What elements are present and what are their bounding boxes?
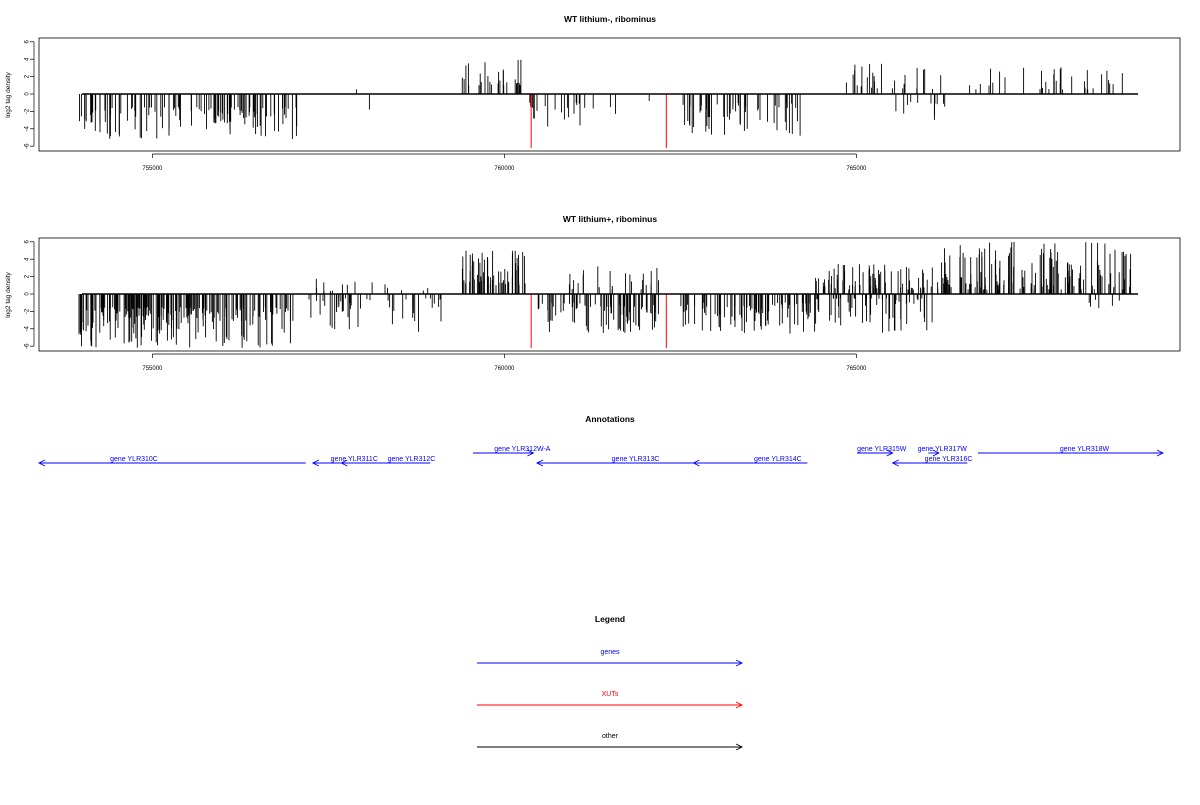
annotations-title: Annotations — [585, 414, 635, 424]
legend-label: other — [602, 733, 619, 740]
y-tick-label: 6 — [25, 239, 31, 243]
plot-frame — [38, 237, 1181, 352]
panel-title: WT lithium+, ribominus — [563, 214, 657, 224]
legend-label: XUTs — [602, 691, 619, 698]
y-tick-label: 6 — [25, 39, 31, 43]
legend-arrowhead — [735, 701, 744, 709]
x-tick-label: 765000 — [846, 366, 867, 372]
gene-arrowhead — [37, 459, 46, 467]
y-tick-label: 0 — [25, 92, 31, 96]
y-tick-label: 2 — [25, 274, 31, 278]
y-tick-label: 4 — [25, 257, 31, 261]
gene-label: gene YLR312C — [388, 456, 436, 463]
legend-items: genes XUTs other — [477, 649, 744, 751]
coverage-bars — [79, 59, 1138, 148]
gene-arrowhead — [311, 459, 320, 467]
gene-arrowhead — [891, 459, 899, 467]
legend-title: Legend — [595, 614, 625, 624]
axes: -6 -4 -2 0 2 4 6 755000 760000 765000 — [25, 39, 867, 172]
x-tick-label: 755000 — [142, 366, 163, 372]
gene-tracks: gene YLR310C gene YLR311C gene YLR312C gene… — [37, 446, 1165, 467]
y-tick-label: -4 — [25, 125, 31, 131]
y-tick-label: -2 — [25, 308, 31, 314]
gene-label: gene YLR318W — [1060, 446, 1110, 453]
gene-arrowhead — [535, 459, 544, 467]
panel-lithium-plus: WT lithium+, ribominus log2 tag density … — [5, 214, 1181, 372]
legend-label: genes — [600, 649, 620, 656]
y-axis-label: log2 tag density — [5, 71, 12, 117]
coverage-bars — [78, 241, 1138, 348]
gene-arrowhead — [1156, 449, 1165, 457]
annotations-panel: Annotations gene YLR310C gene YLR311C gene… — [37, 414, 1165, 467]
gene-arrowhead — [527, 449, 535, 457]
gene-label: gene YLR311C — [331, 456, 378, 463]
y-tick-label: -4 — [25, 325, 31, 331]
y-tick-label: 4 — [25, 57, 31, 61]
gene-label: gene YLR315W — [857, 446, 907, 453]
panel-title: WT lithium-, ribominus — [564, 14, 656, 24]
y-tick-label: 0 — [25, 292, 31, 296]
y-tick-label: -2 — [25, 108, 31, 114]
y-axis-label: log2 tag density — [5, 271, 12, 317]
gene-label: gene YLR312W-A — [494, 446, 550, 453]
legend-arrowhead — [735, 743, 744, 751]
gene-arrowhead — [692, 459, 700, 467]
panel-lithium-minus: WT lithium-, ribominus log2 tag density … — [5, 14, 1181, 172]
x-tick-label: 760000 — [494, 166, 515, 172]
gene-label: gene YLR314C — [754, 456, 802, 463]
gene-label: gene YLR310C — [110, 456, 158, 463]
y-tick-label: -6 — [25, 143, 31, 149]
legend-arrowhead — [735, 659, 744, 667]
plot-frame — [38, 37, 1181, 152]
axes: -6 -4 -2 0 2 4 6 755000 760000 765000 — [25, 239, 867, 372]
gene-arrowhead — [886, 449, 894, 457]
gene-arrowhead — [932, 449, 940, 457]
legend: Legend genes XUTs other — [477, 614, 744, 751]
gene-label: gene YLR313C — [612, 456, 660, 463]
x-tick-label: 765000 — [846, 166, 867, 172]
x-tick-label: 755000 — [142, 166, 163, 172]
gene-label: gene YLR317W — [918, 446, 968, 453]
x-tick-label: 760000 — [494, 366, 515, 372]
gene-arrowhead — [340, 459, 348, 467]
y-tick-label: 2 — [25, 74, 31, 78]
gene-label: gene YLR316C — [925, 456, 973, 463]
y-tick-label: -6 — [25, 343, 31, 349]
